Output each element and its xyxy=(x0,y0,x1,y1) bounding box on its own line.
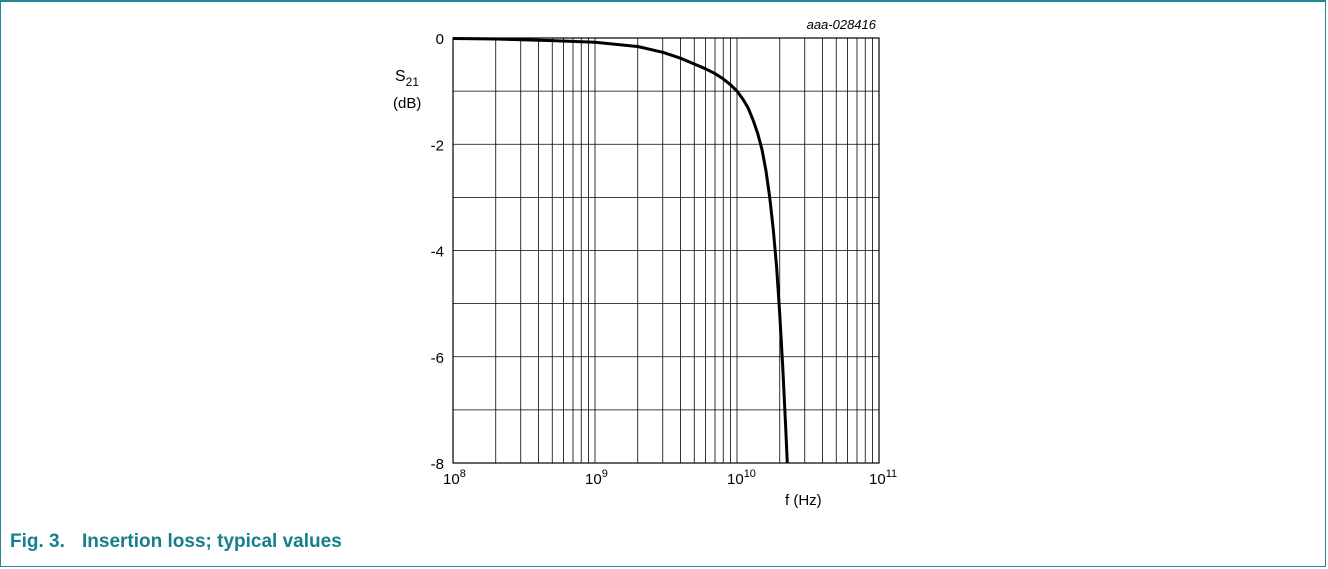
plot-area-border xyxy=(452,37,880,464)
figure-caption-text: Insertion loss; typical values xyxy=(82,531,342,552)
figure-caption: Fig. 3. Insertion loss; typical values xyxy=(10,531,342,553)
x-tick-label: 1010 xyxy=(727,468,756,488)
y-tick-label: -2 xyxy=(431,137,444,154)
y-tick-labels: 0 -2 -4 -6 -8 xyxy=(431,31,444,473)
y-axis-subscript: 21 xyxy=(406,75,420,89)
series-line-s21 xyxy=(452,37,789,464)
x-axis-label: f (Hz) xyxy=(785,492,822,509)
y-axis-symbol: S xyxy=(395,68,406,85)
series-group xyxy=(452,37,789,464)
chart-grid xyxy=(452,37,879,464)
x-tick-label: 108 xyxy=(443,468,466,488)
figure-number: Fig. 3. xyxy=(10,531,65,552)
y-axis-label: S21 xyxy=(395,68,419,89)
y-tick-label: 0 xyxy=(436,31,444,48)
x-tick-labels: 108 109 1010 1011 xyxy=(443,468,897,488)
y-tick-label: -4 xyxy=(431,244,444,261)
y-tick-label: -6 xyxy=(431,350,444,367)
x-tick-label: 109 xyxy=(585,468,608,488)
insertion-loss-chart: 0-2-4-6-8 108 109 1010 1011 aaa-028416 S21 … xyxy=(393,17,897,509)
x-tick-label: 1011 xyxy=(869,468,897,488)
y-tick-label: -8 xyxy=(431,456,444,473)
figure-id-label: aaa-028416 xyxy=(807,17,877,32)
y-axis-unit: (dB) xyxy=(393,95,421,112)
